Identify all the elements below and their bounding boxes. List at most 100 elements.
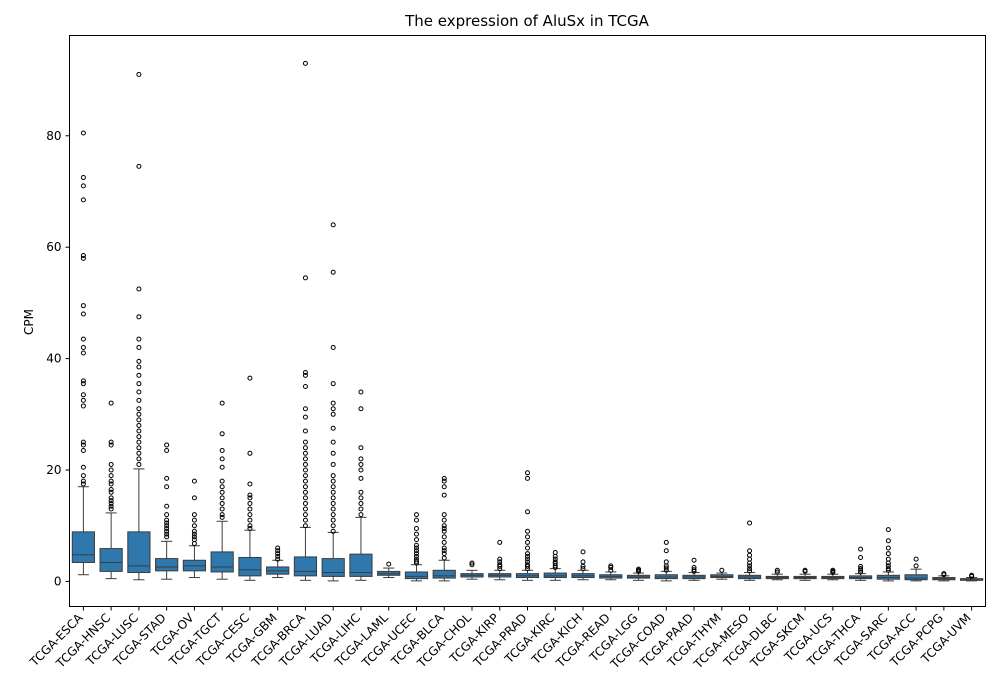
outlier-point (413, 517, 419, 523)
outlier-point (80, 392, 86, 398)
outlier-point (330, 484, 336, 490)
outlier-point (302, 428, 308, 434)
box-group (321, 222, 345, 582)
outlier-point (330, 411, 336, 417)
outlier-point (885, 551, 891, 557)
box-group (238, 375, 262, 581)
outlier-point (80, 336, 86, 342)
box-group (599, 563, 623, 581)
outlier-point (330, 439, 336, 445)
outlier-point (497, 556, 503, 562)
outlier-point (858, 546, 864, 552)
box-group (266, 545, 290, 579)
outlier-point (441, 517, 447, 523)
outlier-point (275, 545, 281, 551)
outlier-point (525, 475, 530, 481)
outlier-point (302, 406, 308, 412)
chart-title: The expression of AluSx in TCGA (404, 12, 649, 30)
outlier-point (413, 556, 419, 562)
outlier-point (136, 456, 142, 462)
outlier-point (136, 461, 142, 467)
outlier-point (885, 556, 891, 562)
outlier-point (302, 456, 308, 462)
box-group (765, 567, 789, 581)
outlier-point (302, 484, 308, 490)
outlier-point (80, 303, 86, 309)
outlier-point (191, 534, 197, 540)
outlier-point (275, 551, 281, 557)
outlier-point (136, 428, 142, 434)
outlier-point (913, 563, 919, 569)
outlier-point (330, 478, 336, 484)
outlier-point (80, 378, 86, 384)
outlier-point (136, 372, 142, 378)
outlier-point (913, 556, 919, 562)
outlier-point (247, 523, 253, 529)
plot-area (71, 60, 984, 582)
outlier-point (80, 403, 86, 409)
outlier-point (164, 517, 170, 523)
box-group (210, 400, 234, 580)
outlier-point (247, 506, 253, 512)
outlier-point (552, 549, 558, 555)
outlier-point (358, 495, 364, 501)
outlier-point (80, 350, 86, 356)
box-group (71, 130, 95, 576)
outlier-point (774, 569, 780, 575)
outlier-point (358, 461, 364, 467)
outlier-point (108, 506, 114, 512)
outlier-point (330, 495, 336, 501)
outlier-point (302, 372, 308, 378)
outlier-point (663, 565, 669, 571)
outlier-point (136, 358, 142, 364)
outlier-point (441, 523, 447, 529)
outlier-point (330, 461, 336, 467)
outlier-point (108, 489, 114, 495)
outlier-point (358, 456, 364, 462)
box (238, 556, 262, 577)
box (155, 558, 179, 572)
outlier-point (136, 336, 142, 342)
outlier-point (136, 450, 142, 456)
outlier-point (441, 475, 447, 481)
outlier-point (885, 563, 891, 569)
outlier-point (413, 531, 419, 537)
outlier-point (108, 439, 114, 445)
outlier-point (663, 539, 669, 545)
outlier-point (441, 528, 447, 534)
outlier-point (719, 567, 725, 573)
outlier-point (358, 475, 364, 481)
box (349, 553, 373, 577)
outlier-point (164, 520, 170, 526)
outlier-point (80, 397, 86, 403)
outlier-point (80, 473, 86, 479)
box-group (182, 478, 207, 579)
outlier-point (108, 487, 114, 493)
box-group (904, 556, 928, 582)
outlier-point (302, 512, 308, 518)
outlier-point (219, 512, 225, 518)
box (904, 574, 928, 581)
outlier-point (219, 478, 225, 484)
outlier-point (191, 528, 197, 534)
y-tick-label: 80 (46, 129, 61, 143)
outlier-point (525, 559, 530, 565)
outlier-point (80, 448, 86, 454)
outlier-point (413, 548, 419, 554)
box (127, 531, 151, 574)
outlier-point (247, 526, 253, 532)
outlier-point (136, 397, 142, 403)
outlier-point (247, 500, 253, 506)
outlier-point (608, 565, 614, 571)
outlier-point (885, 566, 891, 572)
outlier-point (136, 406, 142, 412)
outlier-point (525, 528, 530, 534)
outlier-point (80, 478, 86, 484)
outlier-point (80, 442, 86, 448)
outlier-point (275, 553, 281, 559)
outlier-point (136, 411, 142, 417)
outlier-point (108, 467, 114, 473)
box-group (737, 520, 762, 581)
outlier-point (219, 464, 225, 470)
outlier-point (191, 478, 197, 484)
